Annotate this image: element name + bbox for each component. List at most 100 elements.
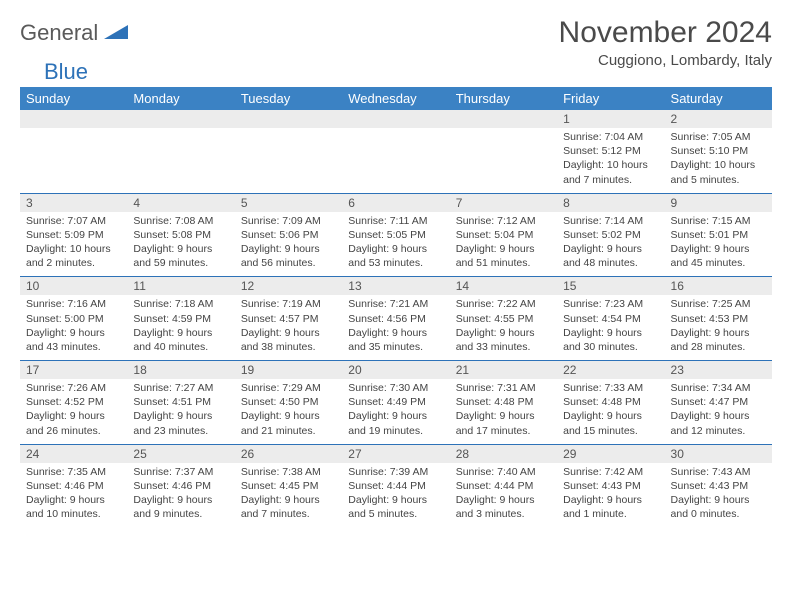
day-number: 19 bbox=[241, 363, 254, 377]
day-number: 14 bbox=[456, 279, 469, 293]
day-number-cell: 16 bbox=[665, 277, 772, 296]
day-number-row: 17181920212223 bbox=[20, 361, 772, 380]
daylight-text: Daylight: 9 hours and 17 minutes. bbox=[456, 409, 551, 437]
day-cell: Sunrise: 7:23 AMSunset: 4:54 PMDaylight:… bbox=[557, 295, 664, 360]
day-number-cell: 18 bbox=[127, 361, 234, 380]
day-cell bbox=[127, 128, 234, 193]
sunset-text: Sunset: 5:06 PM bbox=[241, 228, 336, 242]
day-number-cell: 11 bbox=[127, 277, 234, 296]
day-number-cell: 7 bbox=[450, 193, 557, 212]
daylight-text: Daylight: 9 hours and 28 minutes. bbox=[671, 326, 766, 354]
sunrise-text: Sunrise: 7:37 AM bbox=[133, 465, 228, 479]
daylight-text: Daylight: 10 hours and 5 minutes. bbox=[671, 158, 766, 186]
day-cell: Sunrise: 7:21 AMSunset: 4:56 PMDaylight:… bbox=[342, 295, 449, 360]
day-number: 22 bbox=[563, 363, 576, 377]
day-number: 1 bbox=[563, 112, 570, 126]
day-cell: Sunrise: 7:27 AMSunset: 4:51 PMDaylight:… bbox=[127, 379, 234, 444]
day-cell: Sunrise: 7:11 AMSunset: 5:05 PMDaylight:… bbox=[342, 212, 449, 277]
sunset-text: Sunset: 4:49 PM bbox=[348, 395, 443, 409]
day-cell: Sunrise: 7:18 AMSunset: 4:59 PMDaylight:… bbox=[127, 295, 234, 360]
day-number-cell: 30 bbox=[665, 444, 772, 463]
sunset-text: Sunset: 5:00 PM bbox=[26, 312, 121, 326]
day-cell: Sunrise: 7:14 AMSunset: 5:02 PMDaylight:… bbox=[557, 212, 664, 277]
daylight-text: Daylight: 9 hours and 35 minutes. bbox=[348, 326, 443, 354]
sunset-text: Sunset: 4:57 PM bbox=[241, 312, 336, 326]
sunset-text: Sunset: 4:54 PM bbox=[563, 312, 658, 326]
sunrise-text: Sunrise: 7:12 AM bbox=[456, 214, 551, 228]
daylight-text: Daylight: 9 hours and 3 minutes. bbox=[456, 493, 551, 521]
day-number-cell: 3 bbox=[20, 193, 127, 212]
day-cell: Sunrise: 7:05 AMSunset: 5:10 PMDaylight:… bbox=[665, 128, 772, 193]
day-number-cell bbox=[20, 110, 127, 128]
day-number: 26 bbox=[241, 447, 254, 461]
day-cell: Sunrise: 7:42 AMSunset: 4:43 PMDaylight:… bbox=[557, 463, 664, 528]
brand-name-b: Blue bbox=[44, 59, 88, 84]
sunset-text: Sunset: 4:46 PM bbox=[26, 479, 121, 493]
day-cell: Sunrise: 7:31 AMSunset: 4:48 PMDaylight:… bbox=[450, 379, 557, 444]
sunset-text: Sunset: 4:56 PM bbox=[348, 312, 443, 326]
sunset-text: Sunset: 4:47 PM bbox=[671, 395, 766, 409]
sunset-text: Sunset: 4:53 PM bbox=[671, 312, 766, 326]
day-number-cell: 29 bbox=[557, 444, 664, 463]
day-cell bbox=[342, 128, 449, 193]
daylight-text: Daylight: 9 hours and 9 minutes. bbox=[133, 493, 228, 521]
sunrise-text: Sunrise: 7:34 AM bbox=[671, 381, 766, 395]
sunset-text: Sunset: 4:44 PM bbox=[456, 479, 551, 493]
sunset-text: Sunset: 4:45 PM bbox=[241, 479, 336, 493]
sunrise-text: Sunrise: 7:27 AM bbox=[133, 381, 228, 395]
day-number-cell: 26 bbox=[235, 444, 342, 463]
week-row: Sunrise: 7:04 AMSunset: 5:12 PMDaylight:… bbox=[20, 128, 772, 193]
day-cell: Sunrise: 7:37 AMSunset: 4:46 PMDaylight:… bbox=[127, 463, 234, 528]
day-header: Monday bbox=[127, 87, 234, 110]
day-number: 12 bbox=[241, 279, 254, 293]
sunset-text: Sunset: 5:04 PM bbox=[456, 228, 551, 242]
day-header: Friday bbox=[557, 87, 664, 110]
daylight-text: Daylight: 9 hours and 51 minutes. bbox=[456, 242, 551, 270]
sunrise-text: Sunrise: 7:40 AM bbox=[456, 465, 551, 479]
day-number: 9 bbox=[671, 196, 678, 210]
day-number-cell: 17 bbox=[20, 361, 127, 380]
sunrise-text: Sunrise: 7:33 AM bbox=[563, 381, 658, 395]
daylight-text: Daylight: 9 hours and 0 minutes. bbox=[671, 493, 766, 521]
day-number-cell: 9 bbox=[665, 193, 772, 212]
sunrise-text: Sunrise: 7:14 AM bbox=[563, 214, 658, 228]
sunset-text: Sunset: 4:51 PM bbox=[133, 395, 228, 409]
brand-name-a: General bbox=[20, 20, 98, 46]
day-cell: Sunrise: 7:30 AMSunset: 4:49 PMDaylight:… bbox=[342, 379, 449, 444]
daylight-text: Daylight: 9 hours and 19 minutes. bbox=[348, 409, 443, 437]
sunrise-text: Sunrise: 7:19 AM bbox=[241, 297, 336, 311]
sunset-text: Sunset: 4:44 PM bbox=[348, 479, 443, 493]
daylight-text: Daylight: 9 hours and 43 minutes. bbox=[26, 326, 121, 354]
day-number-cell: 22 bbox=[557, 361, 664, 380]
sunrise-text: Sunrise: 7:22 AM bbox=[456, 297, 551, 311]
day-header: Sunday bbox=[20, 87, 127, 110]
sunrise-text: Sunrise: 7:05 AM bbox=[671, 130, 766, 144]
day-number-cell bbox=[235, 110, 342, 128]
sunrise-text: Sunrise: 7:18 AM bbox=[133, 297, 228, 311]
daylight-text: Daylight: 9 hours and 30 minutes. bbox=[563, 326, 658, 354]
sunrise-text: Sunrise: 7:31 AM bbox=[456, 381, 551, 395]
sunrise-text: Sunrise: 7:29 AM bbox=[241, 381, 336, 395]
day-number: 16 bbox=[671, 279, 684, 293]
sunset-text: Sunset: 4:59 PM bbox=[133, 312, 228, 326]
day-header: Tuesday bbox=[235, 87, 342, 110]
sunrise-text: Sunrise: 7:43 AM bbox=[671, 465, 766, 479]
day-number-cell: 23 bbox=[665, 361, 772, 380]
day-number: 11 bbox=[133, 279, 145, 293]
calendar-table: Sunday Monday Tuesday Wednesday Thursday… bbox=[20, 87, 772, 527]
daylight-text: Daylight: 9 hours and 45 minutes. bbox=[671, 242, 766, 270]
sunset-text: Sunset: 4:48 PM bbox=[456, 395, 551, 409]
week-row: Sunrise: 7:26 AMSunset: 4:52 PMDaylight:… bbox=[20, 379, 772, 444]
daylight-text: Daylight: 9 hours and 12 minutes. bbox=[671, 409, 766, 437]
week-row: Sunrise: 7:35 AMSunset: 4:46 PM Daylight:… bbox=[20, 463, 772, 528]
day-number-cell: 1 bbox=[557, 110, 664, 128]
day-cell: Sunrise: 7:33 AMSunset: 4:48 PMDaylight:… bbox=[557, 379, 664, 444]
day-cell: Sunrise: 7:40 AMSunset: 4:44 PMDaylight:… bbox=[450, 463, 557, 528]
sunrise-text: Sunrise: 7:35 AM bbox=[26, 465, 121, 479]
day-cell: Sunrise: 7:35 AMSunset: 4:46 PMDaylight:… bbox=[20, 463, 127, 528]
sunset-text: Sunset: 5:02 PM bbox=[563, 228, 658, 242]
day-cell: Sunrise: 7:09 AMSunset: 5:06 PMDaylight:… bbox=[235, 212, 342, 277]
daylight-text: Daylight: 10 hours and 7 minutes. bbox=[563, 158, 658, 186]
sunset-text: Sunset: 5:01 PM bbox=[671, 228, 766, 242]
day-number: 8 bbox=[563, 196, 570, 210]
